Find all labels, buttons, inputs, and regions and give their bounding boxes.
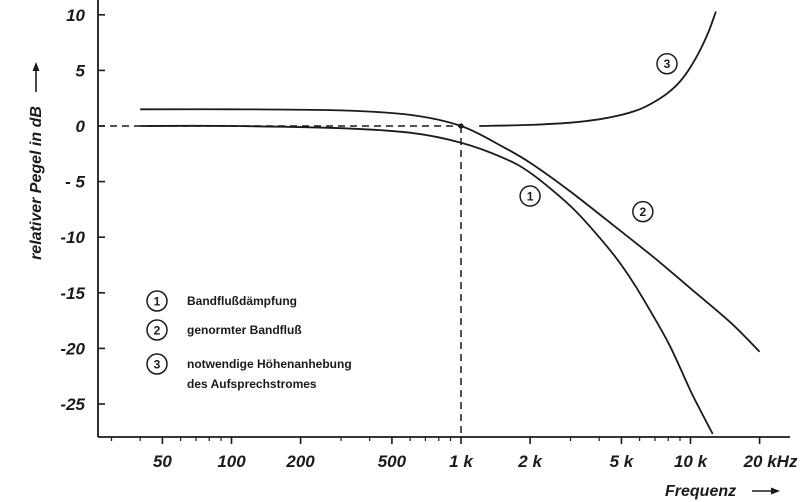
y-tick-label: -15 [60, 284, 85, 303]
x-axis-arrow [752, 487, 780, 495]
legend-marker-label-3: 3 [154, 358, 161, 372]
curve-markers: 1 2 3 [519, 52, 678, 223]
legend-marker-label-2: 2 [154, 324, 161, 338]
series-line-2 [140, 108, 761, 353]
x-tick-label: 50 [153, 452, 172, 471]
y-axis-arrow [32, 62, 40, 92]
x-tick-label: 20 kHz [743, 452, 798, 471]
x-tick-label: 200 [285, 452, 315, 471]
series-marker-label-2: 2 [640, 205, 647, 219]
series-lines [140, 11, 761, 435]
x-tick-label: 5 k [610, 452, 635, 471]
legend-marker-circle-1 [146, 290, 168, 312]
x-tick-label: 100 [217, 452, 246, 471]
x-tick-label: 1 k [449, 452, 474, 471]
y-tick-label: -10 [60, 228, 85, 247]
legend: 1 Bandflußdämpfung 2 genormter Bandfluß 3 not… [146, 290, 352, 391]
legend-marker-circle-2 [146, 319, 168, 341]
axes [97, 0, 790, 444]
legend-marker-circle-3 [146, 353, 168, 375]
series-marker-label-1: 1 [527, 190, 534, 204]
y-tick-label: -20 [60, 339, 85, 358]
legend-entry-text: notwendige Höhenanhebung [187, 357, 352, 371]
y-tick-label: - 5 [65, 173, 85, 192]
series-line-1 [140, 124, 714, 435]
y-tick-label: 5 [76, 61, 86, 80]
x-tick-label: 10 k [674, 452, 709, 471]
series-marker-circle-1 [519, 185, 541, 207]
series-marker-circle-3 [656, 52, 678, 75]
series-marker-label-3: 3 [664, 57, 671, 71]
y-tick-label: -25 [60, 395, 85, 414]
x-tick-label: 2 k [517, 452, 543, 471]
x-tick-label: 500 [378, 452, 407, 471]
legend-entry-text: des Aufsprechstromes [187, 377, 317, 391]
y-tick-label: 0 [76, 117, 86, 136]
y-tick-label: 10 [66, 6, 85, 25]
legend-entry-text: Bandflußdämpfung [187, 294, 297, 308]
legend-entry-text: genormter Bandfluß [187, 323, 302, 337]
x-axis-title: Frequenz [665, 483, 736, 500]
legend-marker-label-1: 1 [154, 295, 161, 309]
series-marker-circle-2 [632, 200, 654, 223]
series-line-3 [479, 11, 717, 127]
y-axis-title: relativer Pegel in dB [28, 106, 45, 260]
